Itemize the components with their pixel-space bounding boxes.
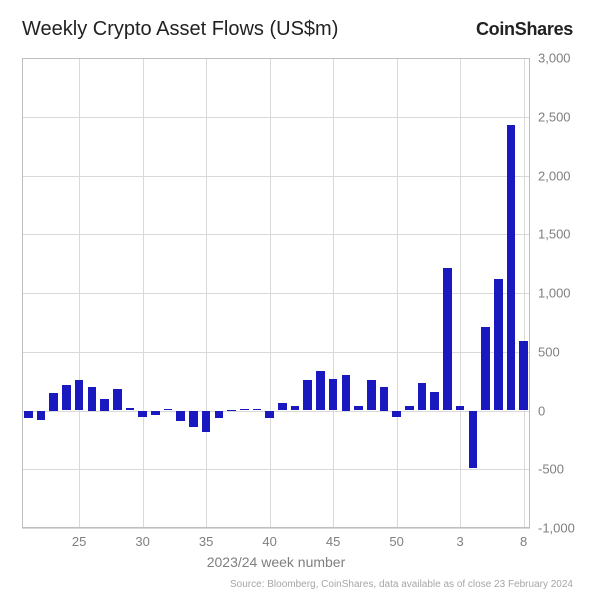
bar bbox=[113, 389, 122, 410]
bar bbox=[392, 411, 401, 417]
brand-logo: CoinShares bbox=[476, 19, 573, 40]
bar bbox=[100, 399, 109, 411]
bar bbox=[75, 380, 84, 411]
source-text: Source: Bloomberg, CoinShares, data avai… bbox=[230, 579, 573, 590]
bar bbox=[316, 371, 325, 411]
bar bbox=[481, 327, 490, 410]
gridline-horizontal bbox=[22, 293, 530, 294]
bar bbox=[189, 411, 198, 427]
y-tick-label: 0 bbox=[538, 403, 588, 418]
bar bbox=[253, 409, 262, 410]
gridline-horizontal bbox=[22, 469, 530, 470]
y-tick-label: 1,500 bbox=[538, 227, 588, 242]
bar bbox=[202, 411, 211, 432]
plot-border bbox=[22, 58, 530, 59]
bar bbox=[164, 409, 173, 410]
bar bbox=[138, 411, 147, 417]
x-tick-label: 25 bbox=[67, 534, 91, 549]
gridline-vertical bbox=[333, 58, 334, 528]
bar bbox=[303, 380, 312, 411]
plot-border bbox=[22, 58, 23, 528]
bar bbox=[62, 385, 71, 411]
gridline-horizontal bbox=[22, 234, 530, 235]
x-tick-label: 3 bbox=[448, 534, 472, 549]
plot-border bbox=[22, 527, 530, 528]
bar bbox=[430, 392, 439, 411]
bar bbox=[126, 408, 135, 410]
bar bbox=[291, 406, 300, 410]
bar bbox=[227, 410, 236, 411]
bar bbox=[176, 411, 185, 422]
y-tick-label: -1,000 bbox=[538, 521, 588, 536]
gridline-vertical bbox=[206, 58, 207, 528]
gridline-horizontal bbox=[22, 176, 530, 177]
chart-area: -1,000-50005001,0001,5002,0002,5003,0002… bbox=[22, 58, 530, 528]
plot-region: -1,000-50005001,0001,5002,0002,5003,0002… bbox=[22, 58, 530, 528]
gridline-horizontal bbox=[22, 528, 530, 529]
x-axis-title: 2023/24 week number bbox=[22, 554, 530, 570]
bar bbox=[367, 380, 376, 411]
gridline-vertical bbox=[460, 58, 461, 528]
bar bbox=[329, 379, 338, 411]
bar bbox=[418, 383, 427, 410]
bar bbox=[405, 406, 414, 411]
y-tick-label: -500 bbox=[538, 462, 588, 477]
gridline-vertical bbox=[524, 58, 525, 528]
bar bbox=[354, 406, 363, 410]
x-tick-label: 40 bbox=[258, 534, 282, 549]
bar bbox=[215, 411, 224, 418]
bar bbox=[380, 387, 389, 411]
y-tick-label: 2,000 bbox=[538, 168, 588, 183]
bar bbox=[151, 411, 160, 415]
gridline-vertical bbox=[397, 58, 398, 528]
bar bbox=[49, 393, 58, 411]
bar bbox=[24, 411, 33, 418]
y-tick-label: 3,000 bbox=[538, 51, 588, 66]
bar bbox=[265, 411, 274, 418]
gridline-horizontal bbox=[22, 411, 530, 412]
gridline-horizontal bbox=[22, 117, 530, 118]
bar bbox=[456, 406, 465, 411]
gridline-horizontal bbox=[22, 352, 530, 353]
x-tick-label: 35 bbox=[194, 534, 218, 549]
y-tick-label: 2,500 bbox=[538, 109, 588, 124]
bar bbox=[278, 403, 287, 410]
bar bbox=[240, 409, 249, 411]
x-tick-label: 50 bbox=[385, 534, 409, 549]
bar bbox=[88, 387, 97, 411]
x-tick-label: 30 bbox=[131, 534, 155, 549]
gridline-vertical bbox=[79, 58, 80, 528]
chart-title: Weekly Crypto Asset Flows (US$m) bbox=[22, 18, 338, 41]
bar bbox=[469, 411, 478, 469]
x-tick-label: 8 bbox=[512, 534, 536, 549]
bar bbox=[494, 279, 503, 411]
gridline-vertical bbox=[270, 58, 271, 528]
y-tick-label: 500 bbox=[538, 344, 588, 359]
bar bbox=[507, 125, 516, 411]
gridline-vertical bbox=[143, 58, 144, 528]
bar bbox=[37, 411, 46, 421]
y-tick-label: 1,000 bbox=[538, 286, 588, 301]
bar bbox=[519, 341, 528, 410]
bar bbox=[443, 268, 452, 410]
bar bbox=[342, 375, 351, 410]
plot-border bbox=[529, 58, 530, 528]
x-tick-label: 45 bbox=[321, 534, 345, 549]
